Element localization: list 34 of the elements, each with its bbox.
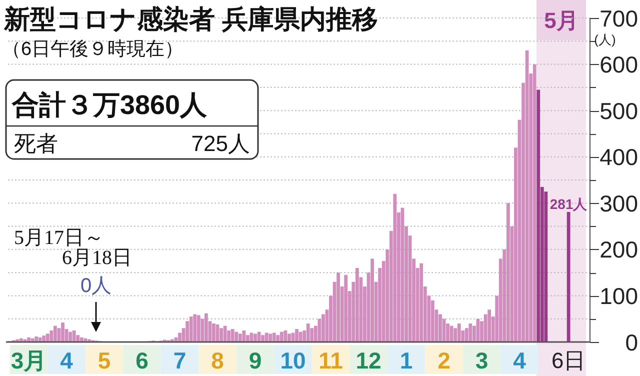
y-tick-label: 200 [600,236,638,263]
x-tick-label: 4 [513,347,526,374]
data-label: 281人 [550,196,588,212]
x-tick-label: 3月 [10,347,47,374]
x-tick-label: 6 [136,347,148,374]
x-tick-label: 10 [280,347,306,374]
x-tick-label: 4 [60,347,74,374]
text: （6日午後９時現在） [2,39,184,60]
annotation: 合計３万3860人 [11,90,208,120]
y-tick-label: 700 [600,5,638,32]
x-tick-label: 1 [400,347,413,374]
annotation: 5月 [544,8,578,33]
chart-title: 新型コロナ感染者 兵庫県内推移 [3,4,378,34]
x-tick-label: 2 [438,347,450,374]
annotation: 725人 [191,131,250,156]
annotation: 6月18日 [62,247,132,269]
x-tick-label: 7 [173,347,186,374]
y-tick-label: 100 [600,282,638,309]
y-axis-title: (人) [594,32,616,47]
x-tick-label: 5 [98,347,111,374]
y-tick-label: 400 [600,144,638,170]
y-tick-label: 500 [600,98,638,124]
x-tick-label: 9 [248,347,262,374]
annotation: 死者 [14,131,58,156]
y-tick-label: 0 [625,329,638,356]
y-tick-label: 600 [600,52,638,78]
annotation: 5月17日～ [14,227,104,249]
annotation: 0人 [80,275,112,297]
y-tick-label: 300 [600,190,638,216]
x-tick-label: 8 [211,347,224,374]
x-tick-label: 12 [356,347,382,374]
x-tick-label: 11 [318,347,344,374]
x-tick-label: 6日 [551,348,586,373]
x-tick-label: 3 [475,347,488,374]
